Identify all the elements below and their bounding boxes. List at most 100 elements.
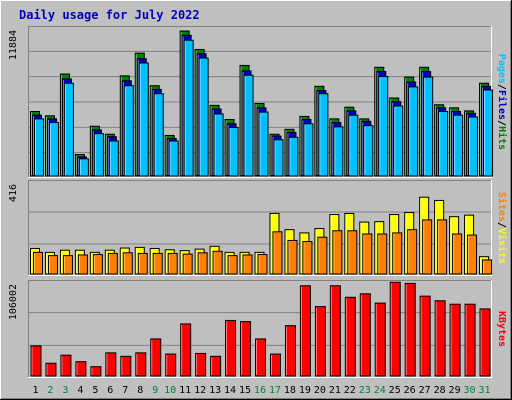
bar-kbytes-body xyxy=(225,319,237,377)
day-label: 8 xyxy=(137,385,143,396)
bar-sites-body xyxy=(227,255,238,275)
bar-sites-body xyxy=(152,252,163,275)
bar-sites-body xyxy=(407,229,418,275)
bar-sites-body xyxy=(182,253,193,275)
bar-pages-body xyxy=(393,105,404,177)
bar-sites xyxy=(347,230,358,275)
bar-kbytes-body xyxy=(479,308,491,377)
bar-sites-body xyxy=(167,252,178,275)
bar-sites-body xyxy=(302,241,313,275)
bar-sites-body xyxy=(332,230,343,275)
right-axis-label-part: KBytes xyxy=(496,311,507,347)
bar-pages xyxy=(318,93,329,177)
bar-kbytes-body xyxy=(165,353,177,377)
bar-sites xyxy=(287,239,298,275)
bar-sites xyxy=(77,254,88,275)
bar-sites-body xyxy=(467,234,478,275)
bar-sites xyxy=(227,255,238,275)
day-label: 15 xyxy=(239,385,251,396)
day-label: 2 xyxy=(47,385,53,396)
bar-kbytes-body xyxy=(419,295,431,377)
bar-kbytes-body xyxy=(464,303,476,377)
bar-kbytes xyxy=(75,361,87,377)
bar-kbytes-body xyxy=(195,352,207,377)
bar-pages-body xyxy=(408,86,419,177)
bar-kbytes-body xyxy=(299,285,311,377)
bar-pages xyxy=(34,118,44,177)
bar-pages-body xyxy=(228,126,239,177)
bar-kbytes-body xyxy=(45,362,57,377)
bar-sites xyxy=(467,234,478,275)
day-label: 21 xyxy=(329,385,341,396)
bar-sites-body xyxy=(77,254,88,275)
bar-pages xyxy=(48,122,59,177)
bar-kbytes xyxy=(45,362,57,377)
bar-pages xyxy=(468,116,479,177)
bar-kbytes-body xyxy=(210,355,222,377)
day-label: 26 xyxy=(404,385,416,396)
y-max-label: 416 xyxy=(8,184,19,202)
bar-sites xyxy=(107,252,118,275)
bar-pages xyxy=(483,89,494,177)
right-axis-label-text: KBytes xyxy=(496,311,507,347)
panel-visits-sites: 416 xyxy=(8,180,493,276)
bar-kbytes xyxy=(389,281,401,377)
bar-pages xyxy=(288,136,299,177)
bar-kbytes-body xyxy=(449,303,461,377)
chart-title: Daily usage for July 2022 xyxy=(19,8,200,22)
bar-kbytes-body xyxy=(240,321,252,377)
bar-pages xyxy=(378,75,389,177)
bar-pages xyxy=(63,82,74,177)
bar-sites xyxy=(332,230,343,275)
day-label: 19 xyxy=(299,385,311,396)
bar-pages xyxy=(198,57,209,177)
day-label: 27 xyxy=(419,385,431,396)
y-max-label: 106002 xyxy=(8,284,19,320)
bar-pages-body xyxy=(453,114,464,177)
bar-kbytes-body xyxy=(30,345,42,377)
bar-sites-body xyxy=(377,233,388,275)
bar-kbytes xyxy=(464,303,476,377)
bar-kbytes xyxy=(105,352,117,377)
bar-sites xyxy=(92,254,103,275)
day-label: 20 xyxy=(314,385,326,396)
bar-kbytes-body xyxy=(269,353,281,377)
bar-kbytes xyxy=(284,325,296,377)
bar-sites xyxy=(482,259,493,275)
bar-pages-body xyxy=(243,74,254,177)
bar-sites-body xyxy=(362,233,373,275)
bar-pages-body xyxy=(423,76,434,177)
bar-sites xyxy=(362,233,373,275)
bar-pages xyxy=(453,114,464,177)
bar-kbytes xyxy=(30,345,42,377)
bar-pages-body xyxy=(34,118,44,177)
day-label: 4 xyxy=(77,385,83,396)
bar-pages xyxy=(393,105,404,177)
bar-sites-body xyxy=(272,231,283,275)
bar-kbytes xyxy=(195,352,207,377)
bar-sites xyxy=(272,231,283,275)
right-axis-label-part: Pages xyxy=(496,54,507,84)
bar-sites xyxy=(47,255,58,275)
bar-sites-body xyxy=(47,255,58,275)
bar-sites xyxy=(302,241,313,275)
bar-pages-body xyxy=(93,133,104,177)
day-label: 5 xyxy=(92,385,98,396)
bar-sites xyxy=(152,252,163,275)
bar-sites xyxy=(122,252,133,275)
day-label: 1 xyxy=(32,385,38,396)
day-label: 6 xyxy=(107,385,113,396)
bar-kbytes xyxy=(374,302,386,377)
bar-kbytes-body xyxy=(75,361,87,377)
bar-kbytes-body xyxy=(150,338,162,377)
bar-pages-body xyxy=(318,93,329,177)
bar-pages-body xyxy=(378,75,389,177)
bar-sites xyxy=(242,254,253,275)
day-label: 12 xyxy=(194,385,206,396)
bar-kbytes-body xyxy=(389,281,401,377)
bar-kbytes-body xyxy=(120,355,132,377)
bar-sites xyxy=(167,252,178,275)
bar-pages-body xyxy=(78,158,89,177)
bar-kbytes-body xyxy=(434,300,446,377)
